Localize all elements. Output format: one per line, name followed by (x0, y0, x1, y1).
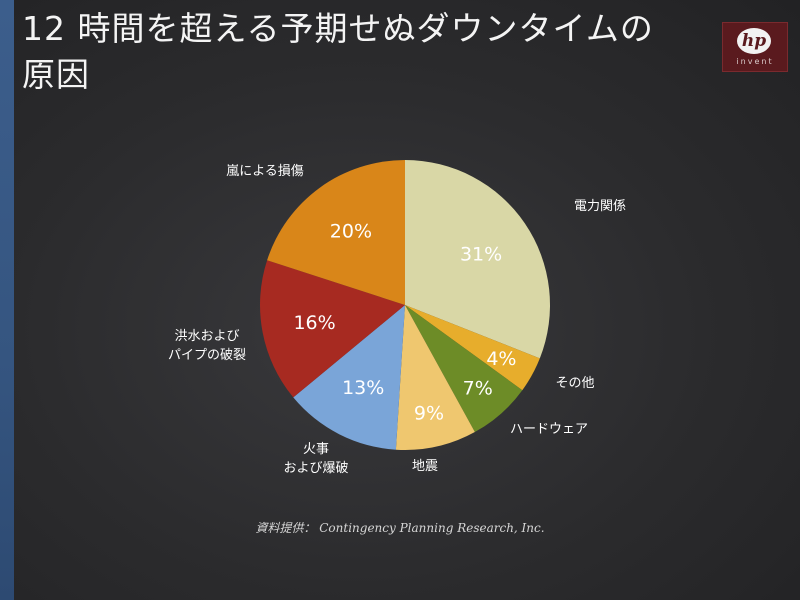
pie-slice-1 (405, 160, 551, 359)
percent-label-4: 9% (414, 402, 444, 424)
percent-label-5: 13% (342, 377, 384, 399)
hp-logo: hp invent (722, 22, 788, 72)
pie-slice-3 (405, 305, 523, 433)
percent-label-2: 4% (486, 348, 516, 370)
title-line-2: 原因 (22, 55, 90, 94)
pie-slice-4 (395, 305, 475, 450)
category-label-7: 嵐による損傷 (226, 164, 304, 179)
percent-label-6: 16% (293, 312, 335, 334)
logo-mark: hp (741, 31, 767, 51)
percent-label-1: 31% (460, 243, 502, 265)
category-label-5: 火事および爆破 (283, 442, 348, 476)
category-label-3: ハードウェア (510, 422, 588, 437)
logo-circle: hp (737, 28, 771, 54)
category-label-6: 洪水およびパイプの破裂 (168, 329, 246, 363)
pie-slice-5 (293, 305, 405, 450)
category-label-4: 地震 (412, 459, 438, 474)
pie-slice-2 (405, 305, 540, 391)
logo-tagline: invent (736, 57, 774, 66)
percent-label-7: 20% (330, 221, 372, 243)
chart-title: 12 時間を超える予期せぬダウンタイムの 原因 (22, 6, 682, 98)
pie-slice-6 (260, 260, 405, 398)
pie-percent-labels: 31% 4% 7% 9% 13% 16% 20% (293, 221, 516, 425)
pie-slice-7 (267, 160, 405, 305)
accent-band (0, 0, 14, 600)
percent-label-3: 7% (463, 378, 493, 400)
pie-slices (260, 160, 551, 450)
source-credit: 資料提供： Contingency Planning Research, Inc… (255, 521, 545, 535)
category-label-2: その他 (555, 376, 594, 391)
category-label-1: 電力関係 (574, 199, 626, 214)
title-line-1: 12 時間を超える予期せぬダウンタイムの (22, 9, 654, 48)
